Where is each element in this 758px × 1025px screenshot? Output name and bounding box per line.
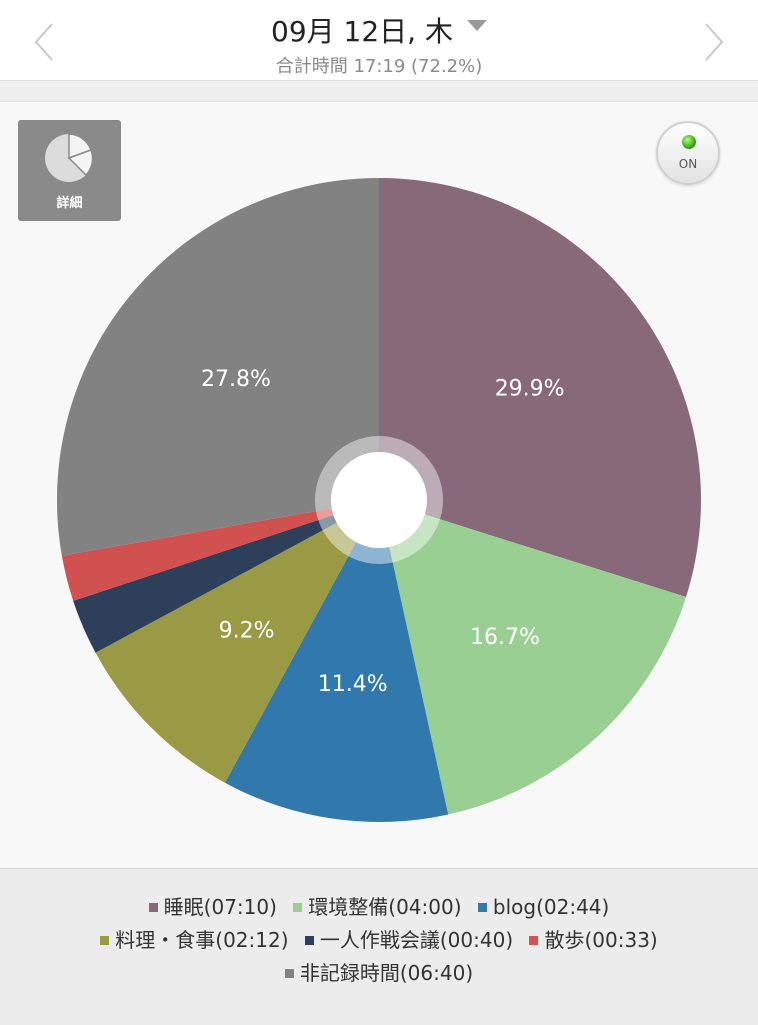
legend-label: 散歩(00:33)	[544, 928, 658, 952]
legend-row-2: 料理・食事(02:12) 一人作戦会議(00:40) 散歩(00:33)	[0, 924, 758, 953]
previous-day-icon[interactable]	[28, 20, 64, 64]
legend-row-1: 睡眠(07:10) 環境整備(04:00) blog(02:44)	[0, 891, 758, 920]
on-toggle[interactable]: ON	[656, 121, 720, 185]
pie-chart-icon	[45, 133, 94, 182]
pie-slice[interactable]	[56, 178, 379, 556]
slice-percent-label: 16.7%	[470, 625, 540, 650]
donut-hole	[331, 452, 427, 548]
pie-slice[interactable]	[95, 500, 380, 783]
legend-swatch	[304, 936, 314, 945]
pie-slice[interactable]	[73, 500, 380, 653]
date-header: 09月 12日, 木 合計時間 17:19 (72.2%)	[0, 0, 758, 81]
slice-percent-label: 27.8%	[201, 367, 271, 392]
legend-item: 非記録時間(06:40)	[284, 957, 474, 986]
date-dropdown-icon[interactable]	[466, 20, 487, 31]
slice-percent-label: 9.2%	[219, 619, 275, 644]
pie-slice[interactable]	[379, 178, 701, 598]
status-led-icon	[682, 135, 696, 149]
legend-label: 環境整備(04:00)	[308, 895, 462, 919]
legend-row-3: 非記録時間(06:40)	[0, 957, 758, 986]
slice-percent-label: 29.9%	[495, 377, 565, 402]
detail-button[interactable]: 詳細	[18, 120, 121, 221]
total-time-summary: 合計時間 17:19 (72.2%)	[275, 56, 483, 77]
header-separator	[0, 81, 758, 102]
legend-swatch	[284, 969, 294, 978]
legend-label: blog(02:44)	[492, 895, 610, 919]
legend-item: blog(02:44)	[477, 895, 610, 919]
legend: 睡眠(07:10) 環境整備(04:00) blog(02:44) 料理・食事(…	[0, 868, 758, 1025]
pie-slice[interactable]	[224, 500, 449, 822]
date-title[interactable]: 09月 12日, 木	[271, 15, 453, 48]
pie-slice[interactable]	[379, 500, 687, 815]
legend-swatch	[529, 936, 539, 945]
legend-item: 環境整備(04:00)	[293, 891, 462, 920]
legend-item: 一人作戦会議(00:40)	[304, 924, 514, 953]
slice-percent-label: 11.4%	[318, 672, 388, 697]
legend-label: 非記録時間(06:40)	[299, 961, 474, 985]
legend-swatch	[148, 903, 158, 912]
legend-item: 睡眠(07:10)	[148, 891, 277, 920]
legend-label: 一人作戦会議(00:40)	[319, 928, 514, 952]
legend-label: 料理・食事(02:12)	[115, 928, 289, 952]
legend-item: 料理・食事(02:12)	[100, 924, 289, 953]
legend-swatch	[293, 903, 303, 912]
legend-item: 散歩(00:33)	[529, 924, 658, 953]
legend-swatch	[100, 936, 110, 945]
legend-swatch	[477, 903, 487, 912]
legend-label: 睡眠(07:10)	[163, 895, 277, 919]
next-day-icon[interactable]	[694, 20, 730, 64]
detail-label: 詳細	[56, 196, 83, 211]
toggle-label: ON	[678, 157, 698, 171]
pie-slice[interactable]	[61, 500, 379, 601]
